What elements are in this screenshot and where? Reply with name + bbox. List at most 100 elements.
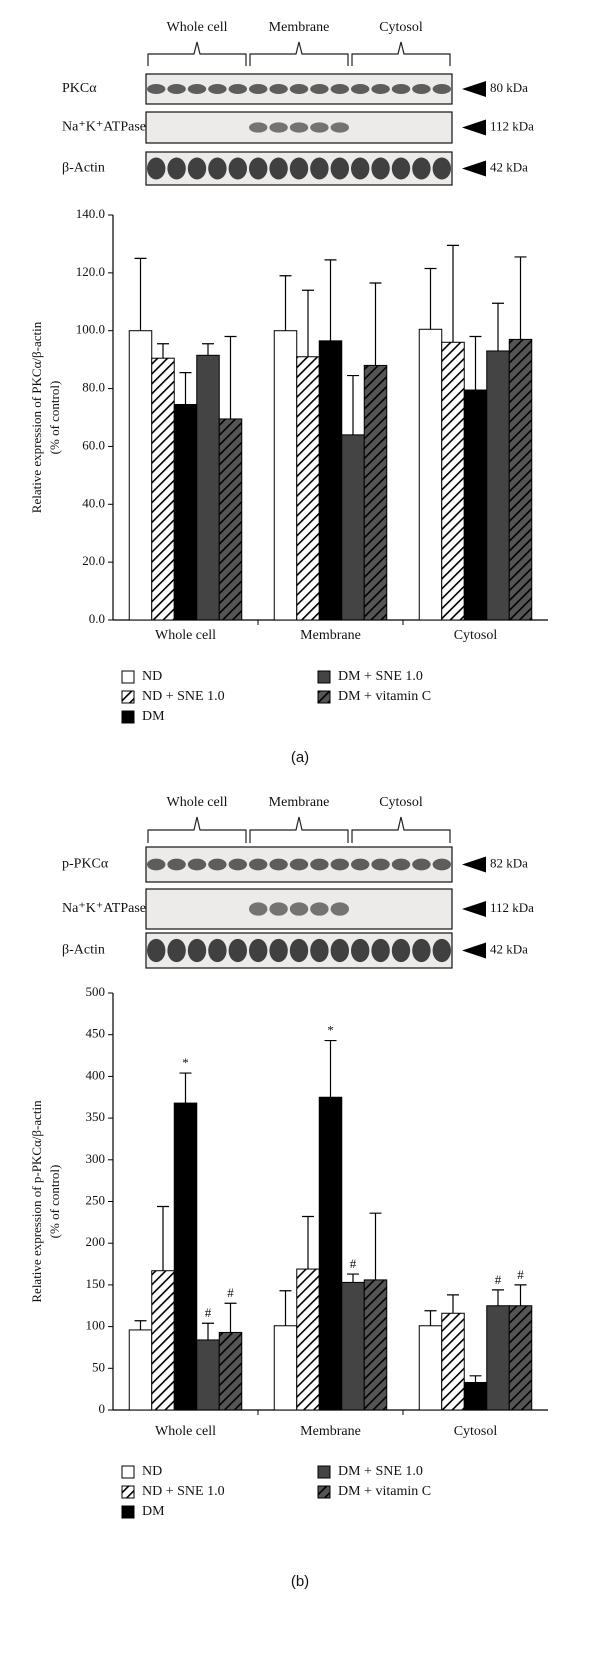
error-bar (347, 374, 359, 435)
y-tick-label: 300 (86, 1151, 106, 1166)
blot-group-label: Whole cell (166, 20, 227, 35)
x-tick-label: Whole cell (155, 628, 216, 643)
y-tick-label: 250 (86, 1192, 106, 1207)
y-tick-label: 0 (99, 1401, 106, 1416)
blot-group-label: Cytosol (379, 795, 423, 810)
error-bar (279, 275, 292, 331)
bar (341, 1281, 365, 1411)
blot-size-label: 112 kDa (490, 118, 534, 133)
blot-band (289, 858, 309, 871)
arrow (462, 160, 486, 177)
legend-label: DM + vitamin C (338, 689, 431, 704)
blot-band (228, 858, 247, 871)
bar (341, 434, 365, 621)
blot-band (269, 858, 288, 871)
panel-label: (b) (291, 1573, 309, 1590)
bracket (147, 816, 247, 843)
blot-group-label: Membrane (269, 20, 330, 35)
bar (196, 354, 220, 621)
error-bar (179, 372, 192, 405)
arrow (462, 942, 486, 959)
bracket (249, 41, 349, 66)
blot-band (249, 84, 268, 94)
bar (218, 418, 243, 621)
y-tick-label: 150 (86, 1276, 106, 1291)
blot-band (351, 938, 370, 963)
blot-band (269, 122, 288, 133)
blot-band (391, 84, 411, 94)
bar (196, 1339, 220, 1411)
blot-band (391, 157, 411, 180)
bar (173, 1102, 198, 1411)
error-bar (134, 257, 147, 331)
significance-mark: # (205, 1305, 212, 1320)
bar (441, 1312, 465, 1411)
bar (418, 1325, 443, 1411)
y-axis-label: Relative expression of PKCα/β-actin (29, 321, 44, 513)
significance-mark: * (327, 1023, 334, 1038)
blot-band (330, 938, 349, 963)
error-bar (424, 1310, 437, 1326)
blot-band (187, 938, 207, 963)
blot-band (351, 157, 370, 180)
significance-mark: # (227, 1285, 234, 1300)
error-bar (202, 1322, 214, 1340)
x-tick-label: Cytosol (454, 628, 498, 643)
legend-swatch (121, 670, 135, 684)
y-tick-label: 20.0 (82, 553, 105, 568)
blot-band (289, 938, 309, 963)
y-tick-label: 80.0 (82, 380, 105, 395)
y-tick-label: 60.0 (82, 437, 105, 452)
blot-size-label: 80 kDa (490, 80, 528, 95)
blot-band (330, 122, 349, 133)
blot-band (351, 84, 370, 94)
blot-band (432, 938, 451, 963)
blot-band (289, 122, 309, 133)
bar (173, 403, 198, 621)
y-tick-label: 500 (86, 984, 106, 999)
legend-label: ND (142, 1464, 162, 1479)
blot-band (310, 902, 329, 916)
legend-label: DM (142, 1504, 165, 1519)
blot-band (310, 858, 329, 871)
blot-band (432, 157, 451, 180)
blot-band (412, 938, 431, 963)
arrow (462, 901, 486, 917)
blot-group-label: Membrane (269, 795, 330, 810)
blot-band (412, 858, 431, 871)
bar (486, 1305, 510, 1411)
blot-band (330, 858, 349, 871)
blot-band (228, 84, 247, 94)
blot-band (249, 902, 268, 916)
legend-swatch (121, 1465, 135, 1479)
error-bar (447, 244, 459, 343)
blot-band (208, 157, 227, 180)
bracket (351, 816, 451, 843)
blot-band (147, 84, 166, 94)
legend-swatch (121, 1485, 135, 1499)
error-bar (157, 343, 169, 359)
legend-label: DM + SNE 1.0 (338, 669, 423, 684)
legend-label: ND + SNE 1.0 (142, 689, 225, 704)
significance-mark: # (517, 1267, 524, 1282)
y-axis-label: Relative expression of p-PKCα/β-actin (29, 1100, 44, 1303)
error-bar (202, 343, 214, 356)
blot-row-label: Na⁺K⁺ATPase (62, 120, 146, 135)
significance-mark: # (495, 1272, 502, 1287)
error-bar (324, 259, 337, 341)
blot-band (391, 938, 411, 963)
bracket (351, 41, 451, 66)
legend-label: ND + SNE 1.0 (142, 1484, 225, 1499)
blot-band (330, 84, 349, 94)
bar (441, 341, 465, 621)
y-axis-label: (% of control) (47, 1165, 62, 1239)
error-bar (469, 335, 482, 391)
bar (151, 1270, 175, 1411)
blot-band (391, 858, 411, 871)
bar (508, 338, 533, 621)
y-tick-label: 400 (86, 1067, 106, 1082)
blot-group-label: Whole cell (166, 795, 227, 810)
blot-size-label: 112 kDa (490, 900, 534, 915)
error-bar (369, 1212, 382, 1280)
blot-band (167, 858, 186, 871)
